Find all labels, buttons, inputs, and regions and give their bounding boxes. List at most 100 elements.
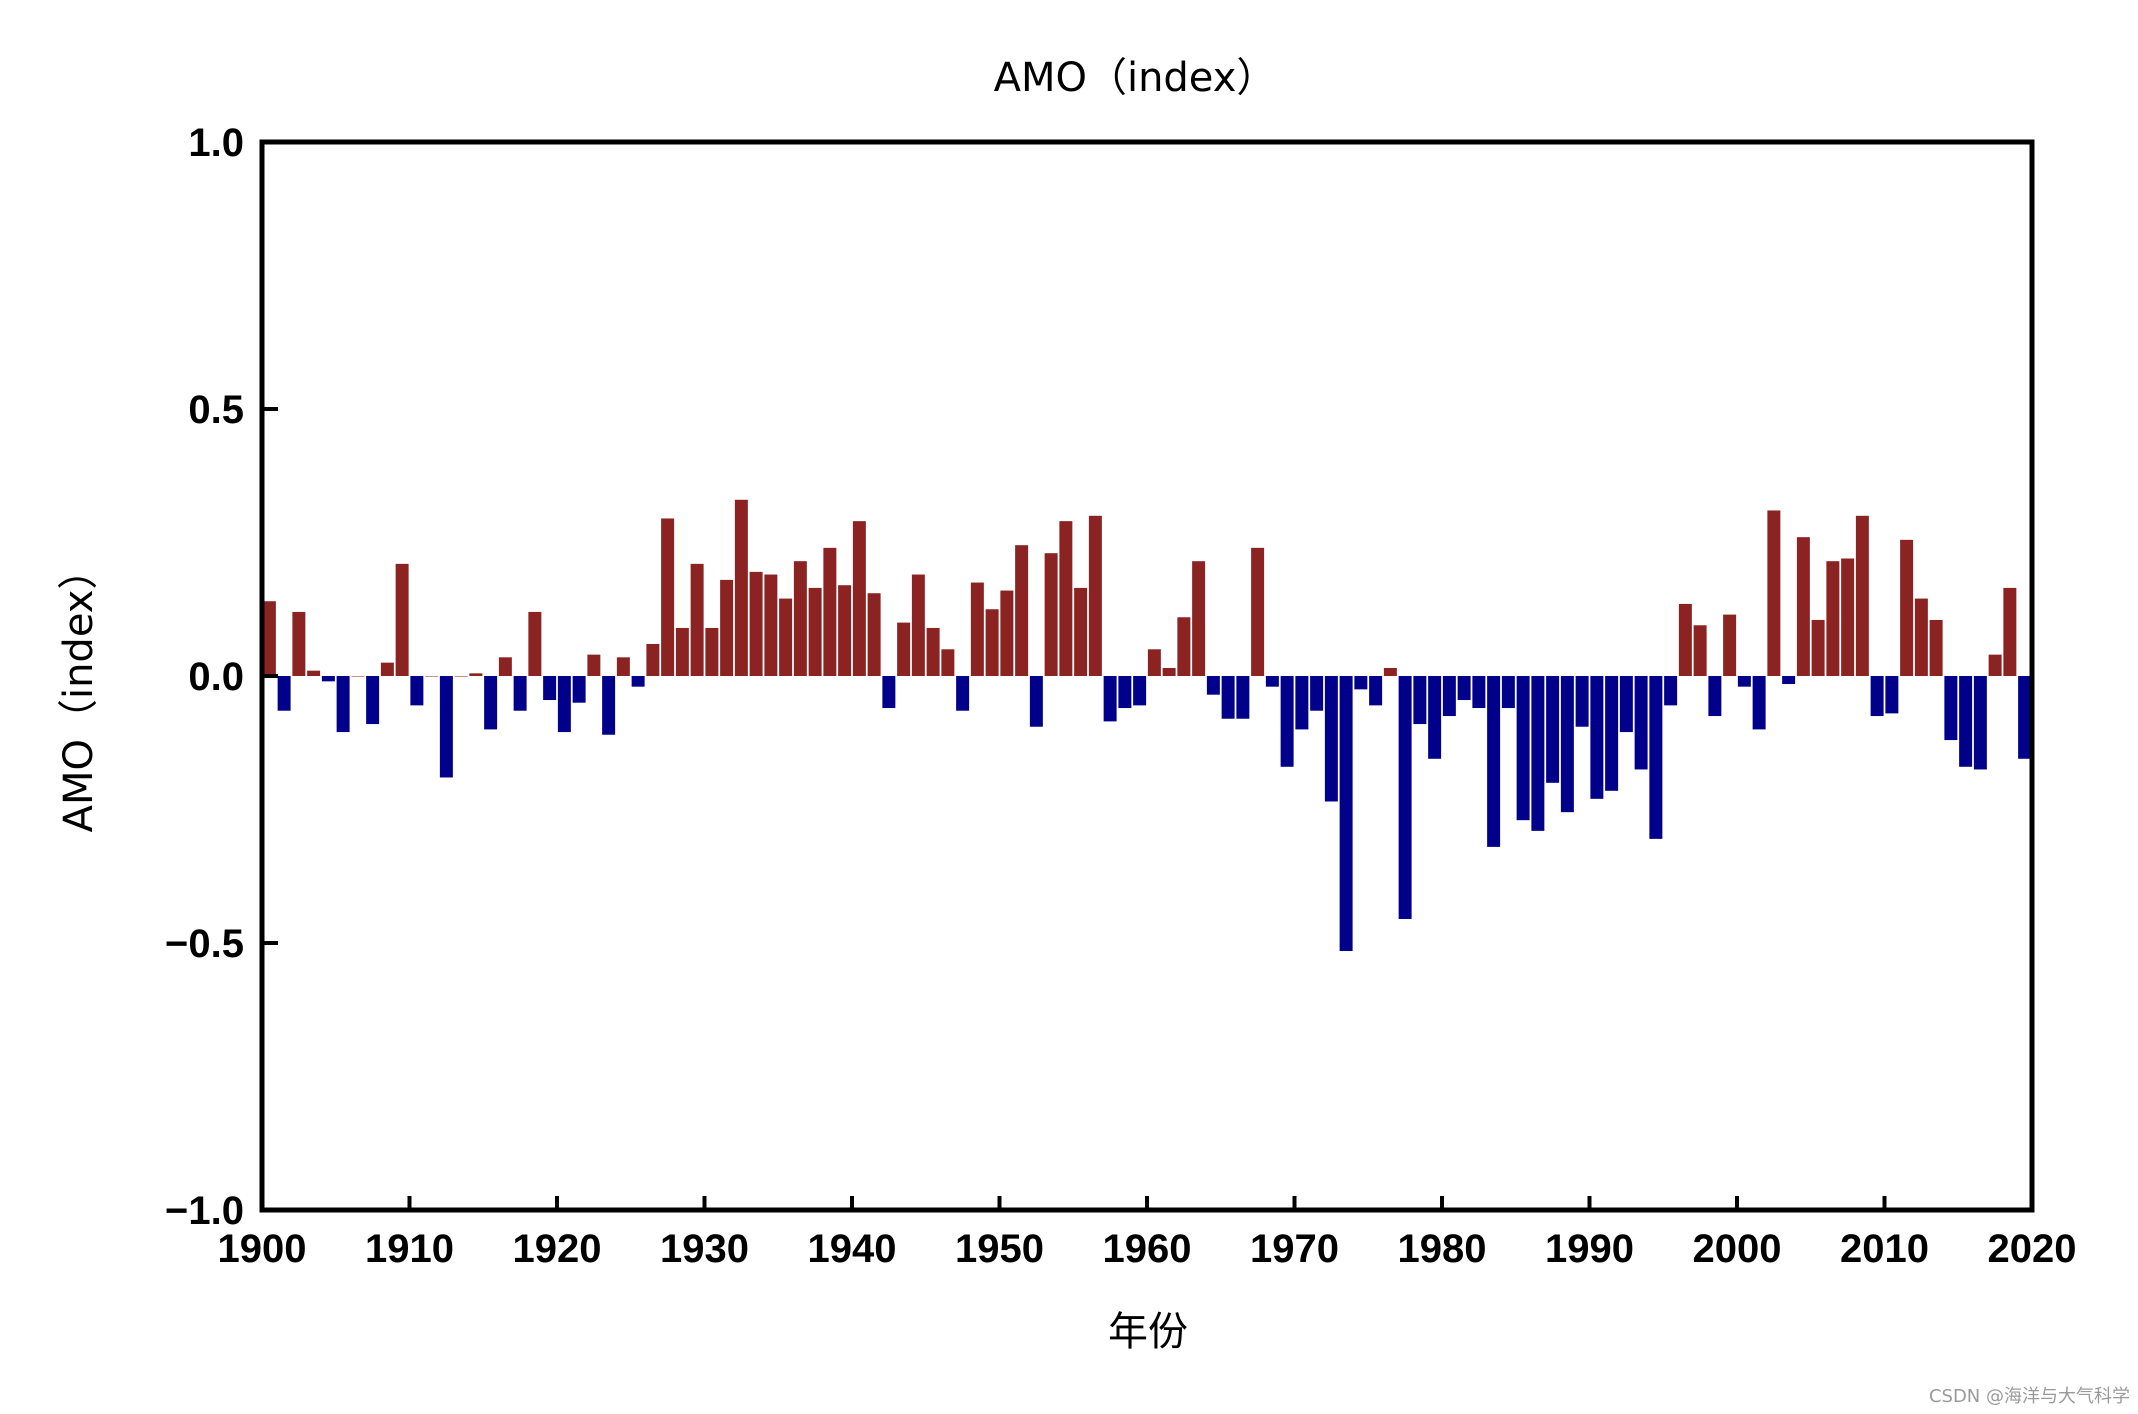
- bar-1949: [985, 609, 999, 676]
- bar-1904: [321, 676, 335, 682]
- bar-2019: [2018, 676, 2031, 759]
- bar-1923: [602, 676, 616, 735]
- y-tick-label-1: 0.5: [188, 388, 244, 432]
- bar-2017: [1988, 654, 2002, 676]
- bar-1975: [1369, 676, 1383, 706]
- bar-1967: [1251, 547, 1265, 676]
- bar-1960: [1147, 649, 1161, 676]
- x-tick-label-1930: 1930: [660, 1227, 749, 1271]
- bar-1977: [1398, 676, 1412, 919]
- bar-2010: [1885, 676, 1899, 714]
- bar-1971: [1310, 676, 1324, 711]
- bar-1979: [1428, 676, 1442, 759]
- bar-1925: [631, 676, 645, 687]
- bar-2006: [1826, 561, 1840, 676]
- bar-1959: [1133, 676, 1147, 706]
- bar-1919: [543, 676, 557, 701]
- x-tick-label-1910: 1910: [365, 1227, 454, 1271]
- bar-2018: [2003, 587, 2017, 676]
- bar-2007: [1841, 558, 1855, 676]
- bar-1999: [1723, 614, 1737, 676]
- bar-1993: [1634, 676, 1648, 770]
- bar-1915: [484, 676, 498, 730]
- bar-1988: [1560, 676, 1574, 813]
- x-tick-label-2020: 2020: [1988, 1227, 2077, 1271]
- bar-1938: [823, 547, 837, 676]
- bar-1906: [351, 676, 365, 677]
- bar-1903: [307, 670, 321, 676]
- bar-1955: [1074, 587, 1088, 676]
- bar-1974: [1354, 676, 1368, 690]
- bar-1931: [720, 579, 734, 676]
- x-tick-label-1950: 1950: [955, 1227, 1044, 1271]
- chart-title: AMO（index）: [994, 55, 1277, 101]
- x-axis-label: 年份: [1108, 1309, 1188, 1355]
- bar-1990: [1590, 676, 1604, 799]
- x-tick-label-1960: 1960: [1103, 1227, 1192, 1271]
- y-tick-label-4: −1.0: [165, 1189, 244, 1233]
- bar-1909: [395, 563, 409, 676]
- bar-1961: [1162, 667, 1176, 676]
- bar-1958: [1118, 676, 1132, 709]
- bar-1951: [1015, 545, 1029, 676]
- y-tick-label-0: 1.0: [188, 121, 244, 165]
- bar-1905: [336, 676, 350, 733]
- y-tick-label-2: 0.0: [188, 655, 244, 699]
- bar-1913: [454, 676, 468, 677]
- bar-1968: [1265, 676, 1279, 687]
- bar-2001: [1752, 676, 1766, 730]
- bar-1982: [1472, 676, 1486, 709]
- bar-2009: [1870, 676, 1884, 717]
- bar-1957: [1103, 676, 1117, 722]
- y-axis-label: AMO（index）: [56, 550, 102, 833]
- bar-1981: [1457, 676, 1471, 701]
- x-tick-label-1920: 1920: [513, 1227, 602, 1271]
- bar-1935: [779, 598, 793, 676]
- bar-1973: [1339, 676, 1353, 952]
- x-tick-label-2000: 2000: [1693, 1227, 1782, 1271]
- x-tick-label-1990: 1990: [1545, 1227, 1634, 1271]
- bar-1987: [1546, 676, 1560, 783]
- bar-1948: [970, 582, 984, 676]
- bar-1986: [1531, 676, 1545, 831]
- bar-1933: [749, 571, 763, 676]
- bar-1966: [1236, 676, 1250, 719]
- bar-1936: [793, 561, 807, 676]
- bar-1927: [661, 518, 675, 676]
- bar-1914: [469, 673, 483, 676]
- bar-1940: [852, 521, 866, 676]
- bar-1965: [1221, 676, 1235, 719]
- axes-group: 1900 1910 1920 1930 1940 1950 1960 1970 1980 1990…: [165, 121, 2076, 1271]
- bar-1917: [513, 676, 527, 711]
- bar-1939: [838, 585, 852, 676]
- bar-1964: [1206, 676, 1220, 695]
- bar-1947: [956, 676, 970, 711]
- bar-2012: [1914, 598, 1928, 676]
- x-tick-label-1980: 1980: [1398, 1227, 1487, 1271]
- bar-1991: [1605, 676, 1619, 791]
- bar-1996: [1678, 603, 1692, 676]
- bar-1942: [882, 676, 896, 709]
- bar-1926: [646, 643, 660, 676]
- bar-1954: [1059, 521, 1073, 676]
- bar-1916: [498, 657, 512, 676]
- bar-1956: [1088, 515, 1102, 676]
- bar-1924: [616, 657, 630, 676]
- bar-1928: [675, 627, 689, 676]
- bar-1943: [897, 622, 911, 676]
- bar-1902: [292, 611, 306, 676]
- bar-1920: [557, 676, 571, 733]
- watermark: CSDN @海洋与大气科学: [1929, 1386, 2130, 1407]
- bar-1992: [1619, 676, 1633, 733]
- bar-2015: [1959, 676, 1973, 767]
- bar-2013: [1929, 619, 1943, 676]
- bar-1950: [1000, 590, 1014, 676]
- bar-1930: [705, 627, 719, 676]
- bar-1911: [425, 676, 439, 677]
- bar-2005: [1811, 619, 1825, 676]
- bar-1934: [764, 574, 778, 676]
- bar-1989: [1575, 676, 1589, 727]
- bar-1946: [941, 649, 955, 676]
- bar-1937: [808, 587, 822, 676]
